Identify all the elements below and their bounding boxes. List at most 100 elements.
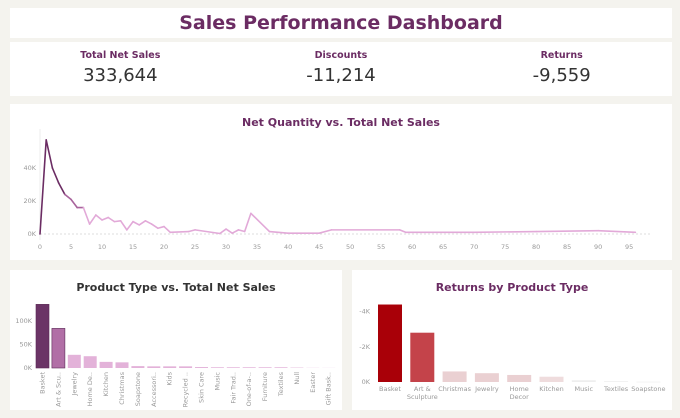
x-tick-label: 55: [377, 243, 385, 251]
line-segment: [188, 229, 196, 233]
bar: [115, 362, 129, 368]
bar: [571, 380, 596, 382]
kpi-discounts: Discounts -11,214: [231, 42, 452, 96]
line-segment: [318, 229, 333, 234]
y-tick-label: 40K: [23, 164, 36, 172]
line-segment: [225, 228, 234, 234]
x-tick-label: 70: [470, 243, 478, 251]
bar: [35, 304, 50, 369]
x-tick-label: Kids: [166, 371, 174, 385]
x-tick-label: Music: [575, 385, 594, 393]
bar: [507, 374, 532, 382]
x-tick-label: 10: [98, 243, 106, 251]
y-tick-label: 0K: [362, 378, 371, 386]
bar: [442, 371, 467, 382]
x-tick-label: Sculpture: [407, 393, 438, 401]
bar: [636, 381, 661, 383]
y-tick-label: -4K: [359, 308, 370, 316]
product-sales-panel: 0K 50K 100K Basket Art & Scu.. Jewelry Home De…: [10, 270, 342, 410]
x-tick-label: Skin Care: [198, 372, 206, 403]
line-segment: [163, 225, 172, 234]
kpi-panel: Total Net Sales 333,644 Discounts -11,214 …: [10, 42, 672, 96]
kpi-label: Total Net Sales: [80, 50, 161, 61]
line-segment: [88, 214, 97, 225]
bar: [210, 367, 224, 368]
x-tick-label: Christmas: [118, 371, 126, 404]
line-segment: [398, 229, 407, 234]
line-segment: [243, 212, 252, 233]
bar: [83, 356, 97, 368]
product-sales-chart[interactable]: 0K 50K 100K Basket Art & Scu.. Jewelry Home De…: [10, 270, 342, 410]
line-segment: [119, 220, 128, 231]
x-tick-label: Basket: [379, 385, 401, 393]
kpi-total-net-sales: Total Net Sales 333,644: [10, 42, 231, 96]
x-tick-label: Decor: [510, 393, 530, 401]
line-segment: [535, 229, 599, 233]
x-tick-label: 15: [129, 243, 137, 251]
x-tick-label: Christmas: [438, 385, 471, 393]
dashboard-title: Sales Performance Dashboard: [179, 12, 503, 34]
bar: [163, 366, 177, 368]
bar: [226, 367, 240, 368]
x-tick-label: Soapstone: [134, 372, 142, 406]
line-segment: [82, 206, 91, 225]
x-tick-label: Jewelry: [70, 372, 78, 397]
line-segment: [597, 229, 637, 234]
kpi-returns: Returns -9,559: [451, 42, 672, 96]
line-chart-title: Net Quantity vs. Total Net Sales: [242, 116, 440, 129]
x-tick-label: Furniture: [261, 372, 269, 401]
x-tick-label: Jewelry: [474, 385, 499, 393]
x-tick-label: 40: [284, 243, 292, 251]
line-segment: [57, 182, 66, 196]
line-segment: [132, 220, 141, 226]
title-panel: Sales Performance Dashboard: [10, 8, 672, 38]
line-segment: [150, 223, 159, 230]
product-sales-title: Product Type vs. Total Net Sales: [76, 281, 276, 294]
y-tick-label: 0K: [24, 364, 33, 372]
line-segment: [169, 230, 190, 234]
line-segment: [51, 167, 60, 184]
x-tick-label: Null: [293, 372, 301, 385]
x-tick-label: Kitchen: [539, 385, 563, 393]
x-tick-label: Accessori..: [150, 372, 158, 407]
y-tick-label: 20K: [23, 197, 36, 205]
y-tick-label: 0K: [28, 230, 37, 238]
bar: [51, 328, 66, 369]
x-tick-label: 30: [222, 243, 230, 251]
x-tick-label: Home De..: [86, 372, 94, 406]
line-chart[interactable]: 0K 20K 40K 0 5 10 15 20 25 30 35 40 45 50 55 60 65 70 75 80…: [10, 104, 672, 260]
bar: [195, 367, 208, 368]
line-segment: [113, 220, 122, 223]
x-tick-label: 50: [346, 243, 354, 251]
x-tick-label: Textiles: [277, 371, 285, 397]
x-tick-label: Art &: [414, 385, 431, 393]
line-segment: [107, 216, 116, 223]
x-tick-label: Recycled ..: [182, 372, 190, 407]
line-chart-panel: 0K 20K 40K 0 5 10 15 20 25 30 35 40 45 50 55 60 65 70 75 80…: [10, 104, 672, 260]
y-tick-label: 100K: [15, 317, 32, 325]
x-tick-label: Music: [213, 372, 221, 391]
x-tick-label: 20: [160, 243, 168, 251]
bar: [242, 367, 256, 368]
bar: [179, 366, 193, 368]
line-segment: [144, 220, 153, 225]
x-tick-label: 80: [532, 243, 540, 251]
bar: [410, 332, 435, 382]
line-segment: [268, 230, 289, 234]
x-tick-label: Fair Trad..: [229, 372, 237, 404]
line-segment: [250, 212, 271, 233]
line-segment: [39, 139, 48, 235]
line-segment: [95, 214, 103, 221]
x-tick-label: 45: [315, 243, 323, 251]
x-tick-label: Textiles: [603, 385, 629, 393]
line-segment: [101, 216, 110, 221]
bar: [99, 361, 113, 368]
kpi-value: 333,644: [83, 65, 158, 86]
y-tick-label: -2K: [359, 343, 370, 351]
x-tick-label: Easter: [309, 372, 317, 393]
line-segment: [473, 230, 537, 234]
x-tick-label: 5: [69, 243, 73, 251]
bar: [67, 354, 81, 368]
x-tick-label: 85: [563, 243, 571, 251]
